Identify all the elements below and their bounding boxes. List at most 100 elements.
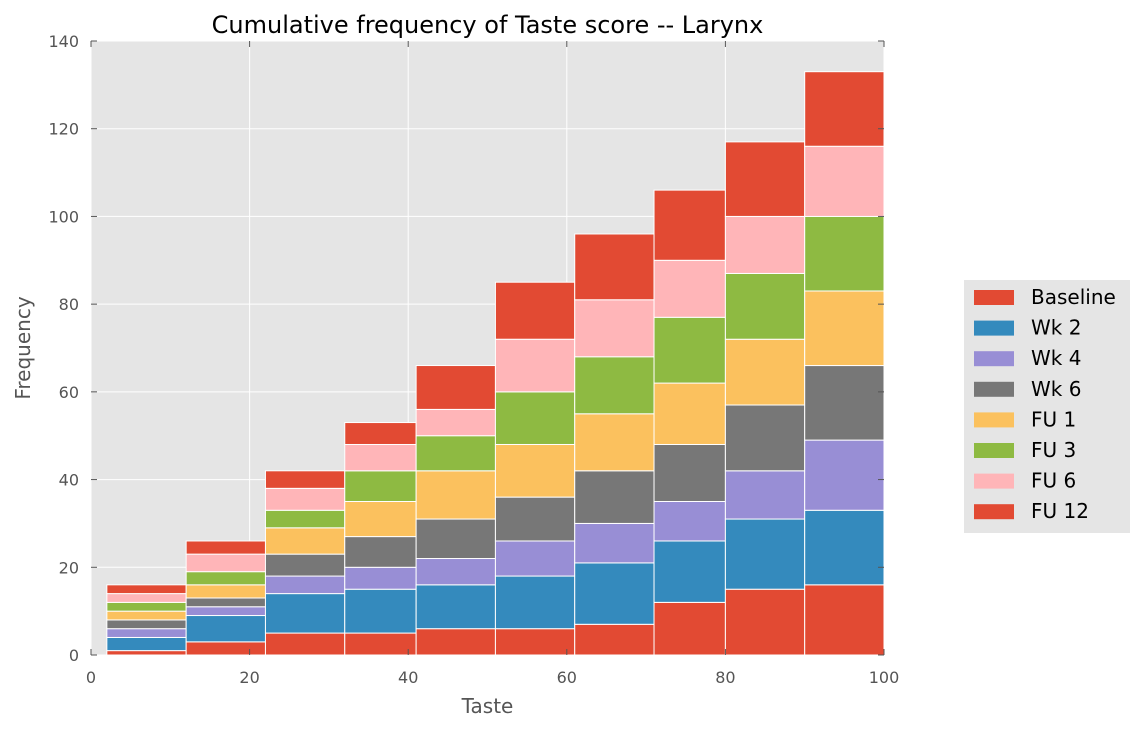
bar-segment xyxy=(724,272,806,340)
bar-segment xyxy=(494,628,576,656)
bar-segment xyxy=(106,628,187,638)
bar-segment xyxy=(415,558,496,586)
bar-segment xyxy=(574,562,655,625)
bar-segment xyxy=(724,338,806,406)
bar-segment xyxy=(804,584,885,656)
legend-label: FU 6 xyxy=(1031,469,1076,493)
bar-segment xyxy=(653,540,726,603)
bar-segment xyxy=(106,593,187,603)
bar-segment xyxy=(344,470,417,502)
bar-segment xyxy=(264,575,346,595)
x-tick-label: 40 xyxy=(398,668,418,687)
x-tick-label: 100 xyxy=(869,668,900,687)
legend-swatch xyxy=(974,290,1014,305)
bar-segment xyxy=(653,316,726,384)
bar-segment xyxy=(415,435,496,472)
bar-segment xyxy=(574,470,655,524)
legend-swatch xyxy=(974,381,1014,397)
bar-segment xyxy=(185,584,266,599)
bar-segment xyxy=(494,391,576,445)
bar-segment xyxy=(574,522,655,564)
bar-segment xyxy=(106,601,187,612)
legend-label: Wk 4 xyxy=(1031,346,1081,370)
bar-segment xyxy=(574,299,655,358)
legend: Baseline Wk 2 Wk 4 Wk 6 FU 1 FU 3 FU 6 FU 12 xyxy=(964,280,1130,533)
bar-segment xyxy=(653,443,726,503)
legend-swatch xyxy=(974,443,1014,458)
bar-segment xyxy=(574,623,655,656)
bar-segment xyxy=(185,571,266,586)
bar-segment xyxy=(344,588,417,634)
bar-segment xyxy=(106,610,187,621)
bar-segment xyxy=(804,365,885,441)
bar-segment xyxy=(574,413,655,472)
bar-segment xyxy=(185,540,266,555)
legend-swatch xyxy=(974,504,1014,520)
bar-segment xyxy=(574,356,655,415)
bar-segment xyxy=(494,443,576,498)
bar-segment xyxy=(185,641,266,656)
bar-segment xyxy=(415,365,496,410)
x-tick-label: 80 xyxy=(715,668,735,687)
bar-segment xyxy=(653,501,726,542)
bar-segment xyxy=(494,281,576,340)
bar-segment xyxy=(724,470,806,520)
bar-segment xyxy=(264,527,346,555)
bar-segment xyxy=(804,215,885,292)
bar-segment xyxy=(415,584,496,630)
bar-segment xyxy=(415,408,496,437)
x-tick-label: 60 xyxy=(557,668,577,687)
bar-segment xyxy=(185,553,266,573)
bar-segment xyxy=(185,615,266,643)
legend-label: FU 3 xyxy=(1031,438,1076,462)
y-tick-label: 20 xyxy=(59,558,79,577)
bar-segment xyxy=(804,509,885,586)
y-tick-label: 80 xyxy=(59,295,79,314)
bar-segment xyxy=(344,632,417,656)
y-tick-label: 60 xyxy=(59,383,79,402)
y-tick-label: 40 xyxy=(59,471,79,490)
legend-swatch xyxy=(974,473,1014,489)
legend-label: Wk 6 xyxy=(1031,377,1081,401)
y-tick-label: 120 xyxy=(48,120,79,139)
bar-segment xyxy=(106,650,187,656)
legend-label: Baseline xyxy=(1031,285,1116,309)
bar-segment xyxy=(804,71,885,147)
bar-segment xyxy=(185,597,266,608)
bar-segment xyxy=(804,145,885,217)
y-tick-label: 0 xyxy=(69,646,79,665)
bar-segment xyxy=(653,189,726,261)
bar-segment xyxy=(264,593,346,634)
bar-segment xyxy=(415,518,496,560)
legend-swatch xyxy=(974,320,1014,336)
bar-segment xyxy=(264,487,346,511)
bar-segment xyxy=(653,601,726,656)
bars xyxy=(106,71,885,656)
bar-segment xyxy=(106,584,187,595)
bar-segment xyxy=(574,233,655,301)
legend-swatch xyxy=(974,412,1014,428)
bar-segment xyxy=(804,439,885,511)
legend-label: FU 1 xyxy=(1031,407,1076,431)
bar-segment xyxy=(106,636,187,652)
bar-segment xyxy=(494,540,576,577)
bar-segment xyxy=(494,575,576,630)
bar-segment xyxy=(344,422,417,445)
bar-segment xyxy=(264,470,346,489)
bar-segment xyxy=(264,509,346,529)
bar-segment xyxy=(344,536,417,568)
bar-segment xyxy=(344,501,417,538)
legend-label: Wk 2 xyxy=(1031,316,1081,340)
legend-label: FU 12 xyxy=(1031,499,1089,523)
y-axis-label: Frequency xyxy=(11,296,35,399)
bar-segment xyxy=(804,290,885,367)
axis-ticks: 0 20 40 60 80 100 0 20 40 60 80 100 120 140 xyxy=(48,32,899,687)
bar-segment xyxy=(344,566,417,590)
bar-segment xyxy=(185,606,266,617)
chart-title: Cumulative frequency of Taste score -- L… xyxy=(212,11,764,39)
bar-segment xyxy=(264,632,346,656)
bar-segment xyxy=(344,443,417,472)
bar-segment xyxy=(494,338,576,393)
bar-segment xyxy=(724,404,806,472)
